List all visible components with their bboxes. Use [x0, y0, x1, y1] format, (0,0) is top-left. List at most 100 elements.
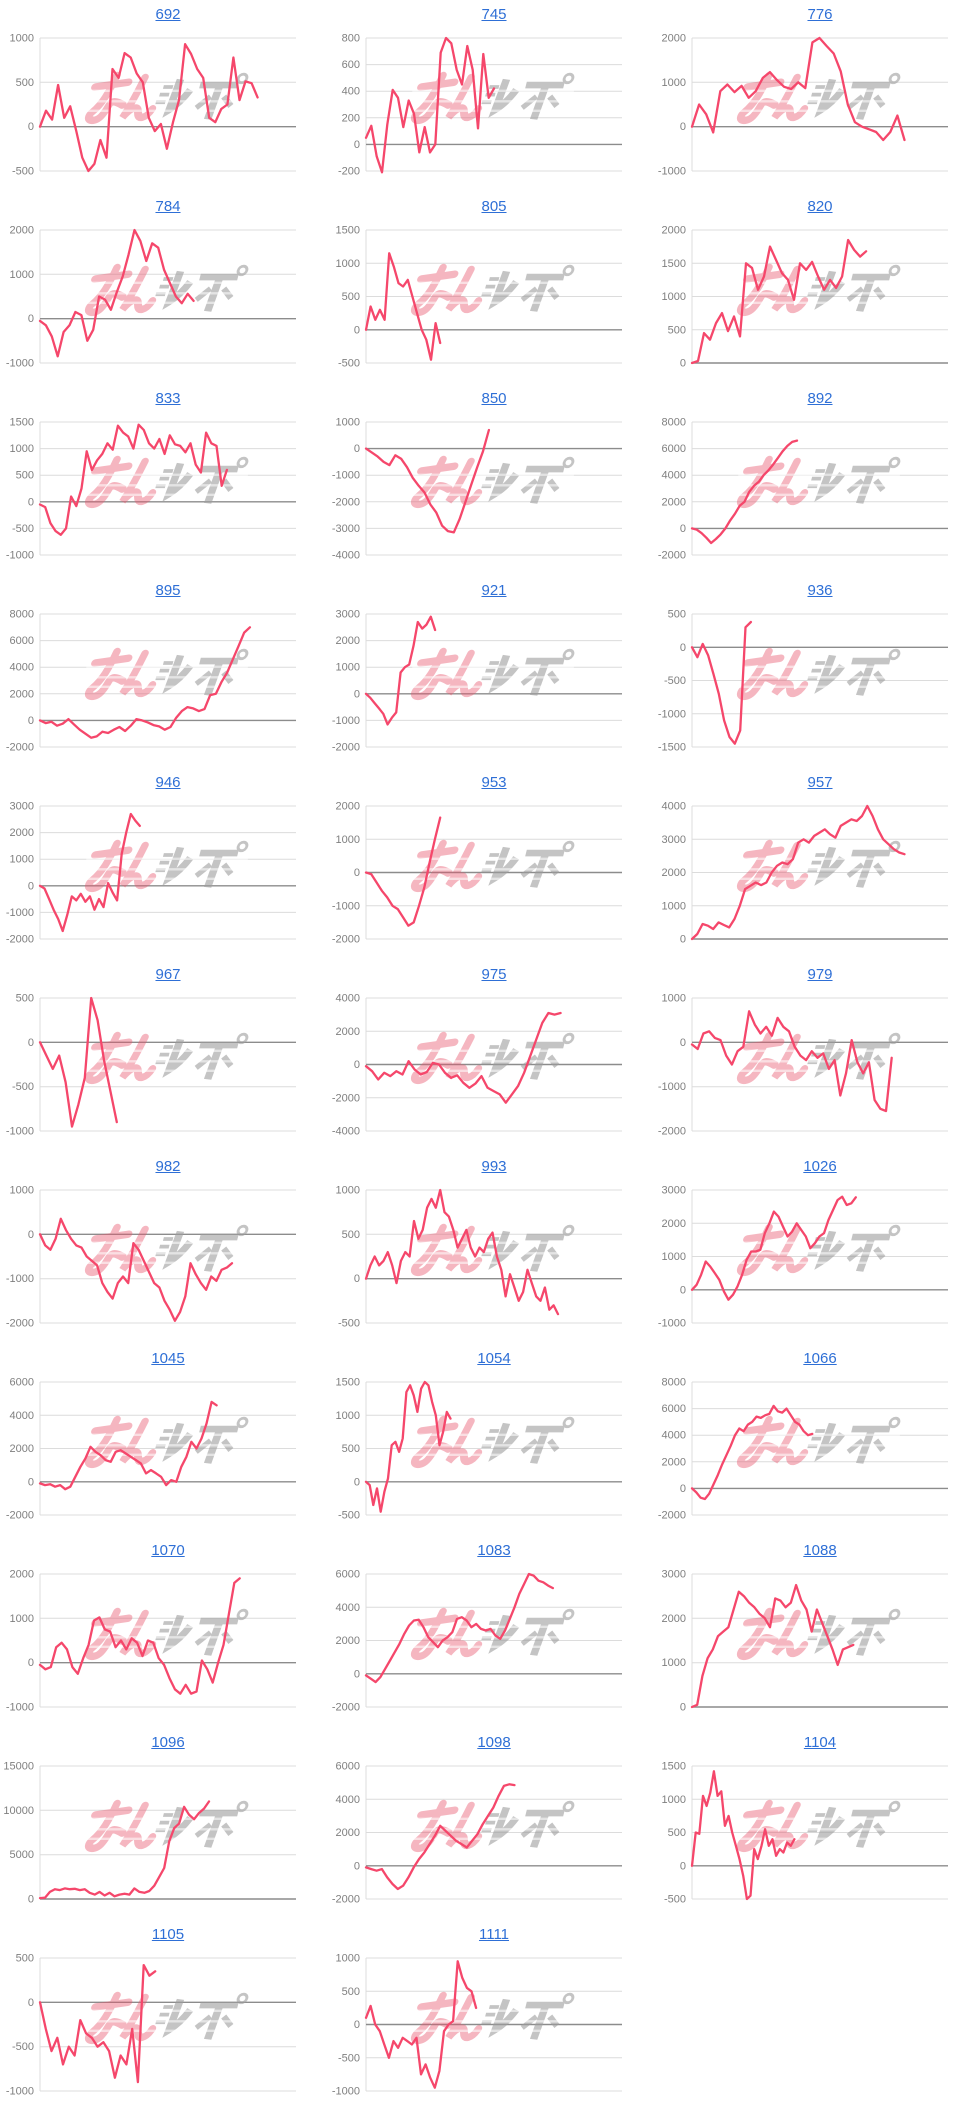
chart-title-link[interactable]: 957: [807, 774, 833, 791]
spark-chart: 4000 3000 2000 1000 0: [662, 801, 948, 946]
y-tick-label: -500: [12, 523, 34, 535]
chart-cell: 921 3000 2000 1000 0 -1000 -2000: [326, 576, 652, 768]
chart-title-link[interactable]: 946: [155, 774, 181, 791]
y-tick-label: -1000: [6, 1126, 34, 1138]
y-tick-label: 10000: [3, 1805, 34, 1817]
y-tick-label: 1000: [10, 33, 34, 45]
chart-title-link[interactable]: 805: [481, 198, 507, 215]
chart-title-link[interactable]: 1054: [477, 1350, 511, 1367]
spark-chart: 1000 500 0 -500: [10, 33, 296, 178]
chart-title-link[interactable]: 1070: [151, 1542, 185, 1559]
spark-chart: 2000 1500 1000 500 0: [662, 225, 948, 370]
y-tick-label: 500: [16, 77, 34, 89]
minrepo-watermark: [405, 842, 578, 888]
chart-title-link[interactable]: 921: [481, 582, 507, 599]
chart-title-row: 979: [692, 960, 948, 990]
y-tick-label: 0: [354, 443, 360, 455]
spark-chart: 4000 2000 0 -2000 -4000: [332, 993, 622, 1138]
y-tick-label: 4000: [662, 470, 686, 482]
chart-cell: 1105 500 0 -500 -1000: [0, 1920, 326, 2112]
y-tick-label: 0: [354, 2019, 360, 2031]
chart-title-link[interactable]: 993: [481, 1158, 507, 1175]
chart-title-link[interactable]: 979: [807, 966, 833, 983]
series-line: [364, 1572, 555, 1684]
chart-title-link[interactable]: 1026: [803, 1158, 837, 1175]
minrepo-watermark: [405, 1418, 578, 1464]
y-tick-label: 4000: [10, 662, 34, 674]
y-tick-label: 1500: [662, 1761, 686, 1773]
y-tick-label: -500: [338, 2052, 360, 2064]
chart-cell: 1083 6000 4000 2000 0 -2000: [326, 1536, 652, 1728]
chart-title-link[interactable]: 1083: [477, 1542, 511, 1559]
chart-title-row: 1111: [366, 1920, 622, 1950]
y-tick-label: 1000: [662, 1794, 686, 1806]
chart-title-link[interactable]: 850: [481, 390, 507, 407]
y-tick-label: 400: [342, 86, 360, 98]
chart-title-link[interactable]: 892: [807, 390, 833, 407]
chart-title-link[interactable]: 1088: [803, 1542, 837, 1559]
y-tick-label: 1000: [662, 993, 686, 1005]
y-tick-label: 1000: [336, 258, 360, 270]
series-line: [364, 1011, 562, 1104]
chart-cell: 692 1000 500 0 -500: [0, 0, 326, 192]
series-line: [690, 36, 906, 142]
chart-title-link[interactable]: 982: [155, 1158, 181, 1175]
y-tick-label: 500: [342, 1443, 360, 1455]
chart-title-row: 1054: [366, 1344, 622, 1374]
y-tick-label: -500: [12, 166, 34, 178]
chart-title-link[interactable]: 1066: [803, 1350, 837, 1367]
chart-title-row: 805: [366, 192, 622, 222]
y-tick-label: 500: [342, 1229, 360, 1241]
chart-cell: 784 2000 1000 0 -1000: [0, 192, 326, 384]
chart-title-link[interactable]: 967: [155, 966, 181, 983]
chart-title-link[interactable]: 1096: [151, 1734, 185, 1751]
chart-title-link[interactable]: 975: [481, 966, 507, 983]
y-tick-label: 0: [354, 1668, 360, 1680]
chart-title-link[interactable]: 784: [155, 198, 181, 215]
y-tick-label: 6000: [662, 443, 686, 455]
minrepo-watermark: [79, 1802, 252, 1848]
chart-title-link[interactable]: 745: [481, 6, 507, 23]
minrepo-watermark: [79, 458, 252, 504]
y-tick-label: 1500: [662, 258, 686, 270]
chart-title-link[interactable]: 1098: [477, 1734, 511, 1751]
y-tick-label: 1000: [336, 834, 360, 846]
spark-chart: 1500 1000 500 0 -500: [336, 1377, 622, 1522]
chart-title-link[interactable]: 776: [807, 6, 833, 23]
spark-chart: 2000 1000 0 -1000 -2000: [332, 801, 622, 946]
y-tick-label: 0: [28, 1229, 34, 1241]
y-tick-label: -2000: [658, 1510, 686, 1522]
y-tick-label: 0: [680, 358, 686, 370]
spark-chart: 2000 1000 0 -1000: [6, 225, 296, 370]
chart-title-link[interactable]: 895: [155, 582, 181, 599]
minrepo-watermark: [731, 74, 904, 120]
y-tick-label: 0: [28, 1894, 34, 1906]
y-tick-label: 1000: [662, 1251, 686, 1263]
series-line: [38, 228, 195, 358]
chart-title-link[interactable]: 1111: [478, 1926, 510, 1943]
y-tick-label: 2000: [336, 801, 360, 813]
chart-title-link[interactable]: 936: [807, 582, 833, 599]
series-line: [38, 1400, 218, 1491]
chart-cell: 1088 3000 2000 1000 0: [652, 1536, 978, 1728]
chart-title-link[interactable]: 833: [155, 390, 181, 407]
y-tick-label: -2000: [332, 1894, 360, 1906]
chart-title-link[interactable]: 953: [481, 774, 507, 791]
series-line: [690, 1770, 796, 1901]
chart-title-link[interactable]: 692: [155, 6, 181, 23]
y-tick-label: 4000: [662, 1430, 686, 1442]
chart-title-link[interactable]: 1104: [803, 1734, 837, 1751]
y-tick-label: 4000: [336, 993, 360, 1005]
spark-chart: 6000 4000 2000 0 -2000: [6, 1377, 296, 1522]
chart-title-link[interactable]: 1045: [151, 1350, 185, 1367]
spark-chart: 1000 0 -1000 -2000 -3000 -4000: [332, 417, 622, 562]
minrepo-watermark: [79, 1226, 252, 1272]
spark-chart: 8000 6000 4000 2000 0 -2000: [658, 417, 948, 562]
minrepo-watermark: [731, 1802, 904, 1848]
y-tick-label: 0: [680, 642, 686, 654]
y-tick-label: -1000: [658, 1081, 686, 1093]
chart-title-link[interactable]: 1105: [151, 1926, 185, 1943]
y-tick-label: 0: [354, 1273, 360, 1285]
chart-title-link[interactable]: 820: [807, 198, 833, 215]
